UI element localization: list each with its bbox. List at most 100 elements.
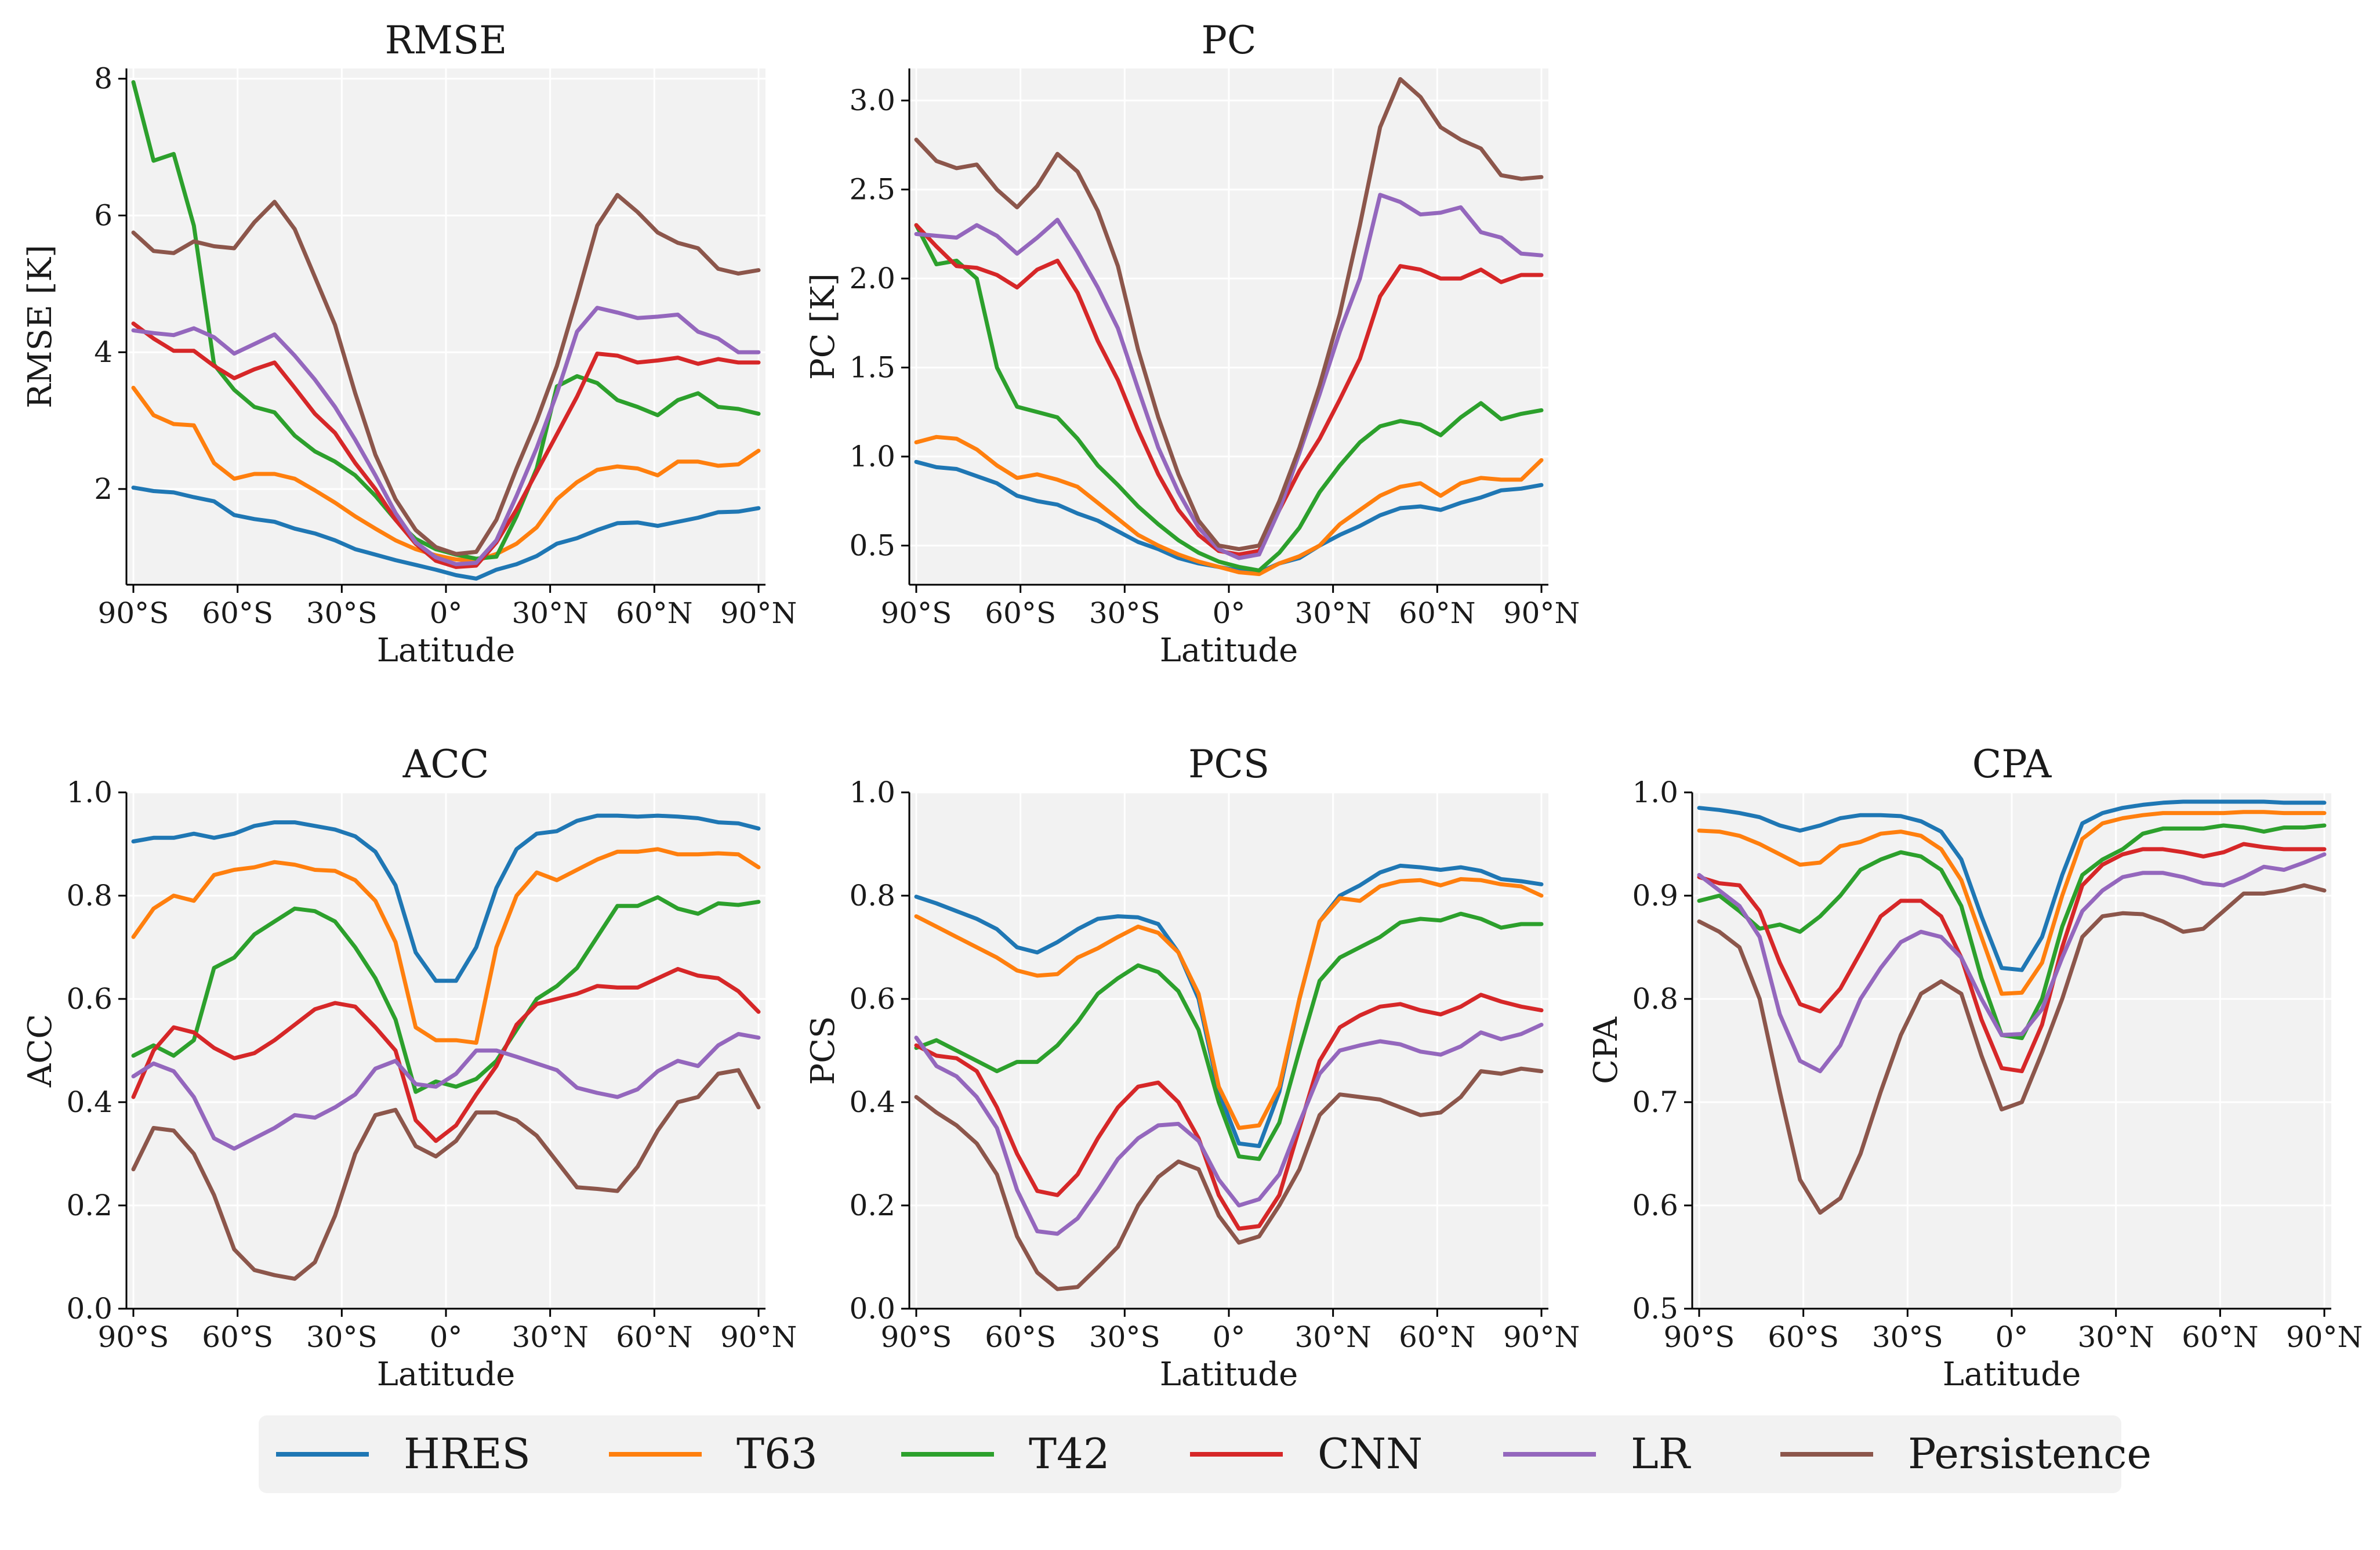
x-tick-label: 30°S xyxy=(306,596,378,630)
y-tick-label: 0.7 xyxy=(1632,1085,1678,1119)
chart-title: PCS xyxy=(1188,742,1269,787)
x-tick-label: 90°S xyxy=(1664,1320,1735,1354)
x-axis-label: Latitude xyxy=(1160,632,1298,669)
subplot-cpa: 90°S 60°S 30°S 0° 30°N 60°N 90°N 0.5 0.6 0.7 0.8 0.… xyxy=(1587,742,2363,1393)
x-tick-label: 60°N xyxy=(616,1320,692,1354)
x-tick-label: 30°S xyxy=(1089,596,1160,630)
series-line-t42 xyxy=(1697,823,2327,1041)
chart-title: CPA xyxy=(1972,742,2052,787)
y-tick-label: 1.0 xyxy=(1632,776,1678,809)
y-axis-label: PCS xyxy=(804,1016,842,1085)
y-tick-label: 0.4 xyxy=(849,1085,895,1119)
y-tick-label: 2.5 xyxy=(849,173,895,207)
series-line-t42 xyxy=(131,895,761,1094)
y-axis-label: ACC xyxy=(21,1014,59,1088)
x-axis-label: Latitude xyxy=(377,1356,516,1393)
y-tick-label: 0.2 xyxy=(849,1189,895,1222)
series-line-cnn xyxy=(131,321,761,569)
y-tick-label: 2 xyxy=(94,472,113,506)
x-tick-label: 60°N xyxy=(616,596,692,630)
x-tick-label: 60°S xyxy=(202,1320,273,1354)
y-tick-label: 0.6 xyxy=(66,982,113,1016)
y-axis-label: CPA xyxy=(1587,1017,1625,1084)
x-tick-label: 30°N xyxy=(1294,596,1371,630)
series-line-persistence xyxy=(131,193,761,556)
x-tick-label: 0° xyxy=(430,1320,463,1354)
series-line-t63 xyxy=(131,847,761,1045)
x-axis-label: Latitude xyxy=(377,632,516,669)
series-line-cnn xyxy=(914,993,1544,1231)
chart-title: RMSE xyxy=(385,18,507,63)
y-tick-label: 8 xyxy=(94,62,113,96)
y-tick-label: 0.5 xyxy=(1632,1292,1678,1326)
y-tick-label: 0.5 xyxy=(849,528,895,562)
legend-label-lr: LR xyxy=(1631,1429,1691,1478)
y-tick-label: 0.8 xyxy=(849,879,895,912)
x-tick-label: 90°N xyxy=(1503,1320,1580,1354)
chart-title: ACC xyxy=(402,742,489,787)
legend-label-hres: HRES xyxy=(404,1429,531,1478)
series-line-persistence xyxy=(914,77,1544,552)
x-tick-label: 0° xyxy=(1213,596,1246,630)
x-tick-label: 30°N xyxy=(1294,1320,1371,1354)
x-tick-label: 60°S xyxy=(985,596,1056,630)
x-tick-label: 30°N xyxy=(511,596,588,630)
x-tick-label: 60°N xyxy=(2182,1320,2258,1354)
y-tick-label: 0.2 xyxy=(66,1189,113,1222)
x-tick-label: 90°S xyxy=(98,596,169,630)
x-tick-label: 60°N xyxy=(1399,596,1475,630)
x-tick-label: 60°S xyxy=(1768,1320,1839,1354)
y-tick-label: 0.9 xyxy=(1632,879,1678,912)
series-line-lr xyxy=(131,1032,761,1151)
series-line-t42 xyxy=(914,911,1544,1161)
x-tick-label: 90°S xyxy=(98,1320,169,1354)
series-line-hres xyxy=(914,863,1544,1149)
series-line-hres xyxy=(131,486,761,581)
x-tick-label: 90°N xyxy=(1503,596,1580,630)
series-line-t63 xyxy=(131,386,761,563)
y-tick-label: 1.5 xyxy=(849,351,895,385)
x-tick-label: 0° xyxy=(1996,1320,2029,1354)
series-line-persistence xyxy=(914,1066,1544,1291)
x-tick-label: 90°N xyxy=(720,1320,797,1354)
legend-label-persistence: Persistence xyxy=(1908,1429,2152,1478)
x-tick-label: 30°S xyxy=(1872,1320,1943,1354)
y-tick-label: 0.0 xyxy=(849,1292,895,1326)
x-tick-label: 60°S xyxy=(202,596,273,630)
series-line-t63 xyxy=(1697,810,2327,996)
x-tick-label: 90°N xyxy=(720,596,797,630)
subplot-acc: 90°S 60°S 30°S 0° 30°N 60°N 90°N 0.0 0.2 0.4 0.6 0.… xyxy=(21,742,797,1393)
series-line-lr xyxy=(914,1023,1544,1236)
legend-label-cnn: CNN xyxy=(1318,1429,1423,1478)
x-tick-label: 30°S xyxy=(306,1320,378,1354)
y-tick-label: 0.0 xyxy=(66,1292,113,1326)
y-tick-label: 1.0 xyxy=(849,440,895,473)
series-line-lr xyxy=(914,193,1544,560)
y-axis-label: RMSE [K] xyxy=(21,245,59,408)
y-tick-label: 0.4 xyxy=(66,1085,113,1119)
series-line-persistence xyxy=(1697,883,2327,1215)
series-line-t63 xyxy=(914,434,1544,577)
x-tick-label: 30°S xyxy=(1089,1320,1160,1354)
y-tick-label: 2.0 xyxy=(849,262,895,295)
x-tick-label: 0° xyxy=(430,596,463,630)
x-tick-label: 0° xyxy=(1213,1320,1246,1354)
y-tick-label: 0.6 xyxy=(849,982,895,1016)
series-line-lr xyxy=(131,306,761,567)
x-tick-label: 90°N xyxy=(2286,1320,2363,1354)
subplot-pcs: 90°S 60°S 30°S 0° 30°N 60°N 90°N 0.0 0.2 0.4 0.6 0.… xyxy=(804,742,1580,1393)
series-line-cnn xyxy=(1697,842,2327,1074)
chart-title: PC xyxy=(1202,18,1257,63)
x-tick-label: 30°N xyxy=(2077,1320,2154,1354)
subplot-pc: 90°S 60°S 30°S 0° 30°N 60°N 90°N 0.5 1.0 1.5 2.0 2.… xyxy=(804,18,1580,669)
x-tick-label: 90°S xyxy=(881,1320,952,1354)
y-tick-label: 4 xyxy=(94,335,113,369)
legend: HRES T63 T42 CNN LR Persistence xyxy=(259,1415,2152,1493)
x-tick-label: 90°S xyxy=(881,596,952,630)
y-tick-label: 3.0 xyxy=(849,84,895,117)
series-line-hres xyxy=(1697,799,2327,972)
legend-label-t42: T42 xyxy=(1029,1429,1110,1478)
series-line-t42 xyxy=(914,223,1544,573)
y-tick-label: 6 xyxy=(94,198,113,232)
